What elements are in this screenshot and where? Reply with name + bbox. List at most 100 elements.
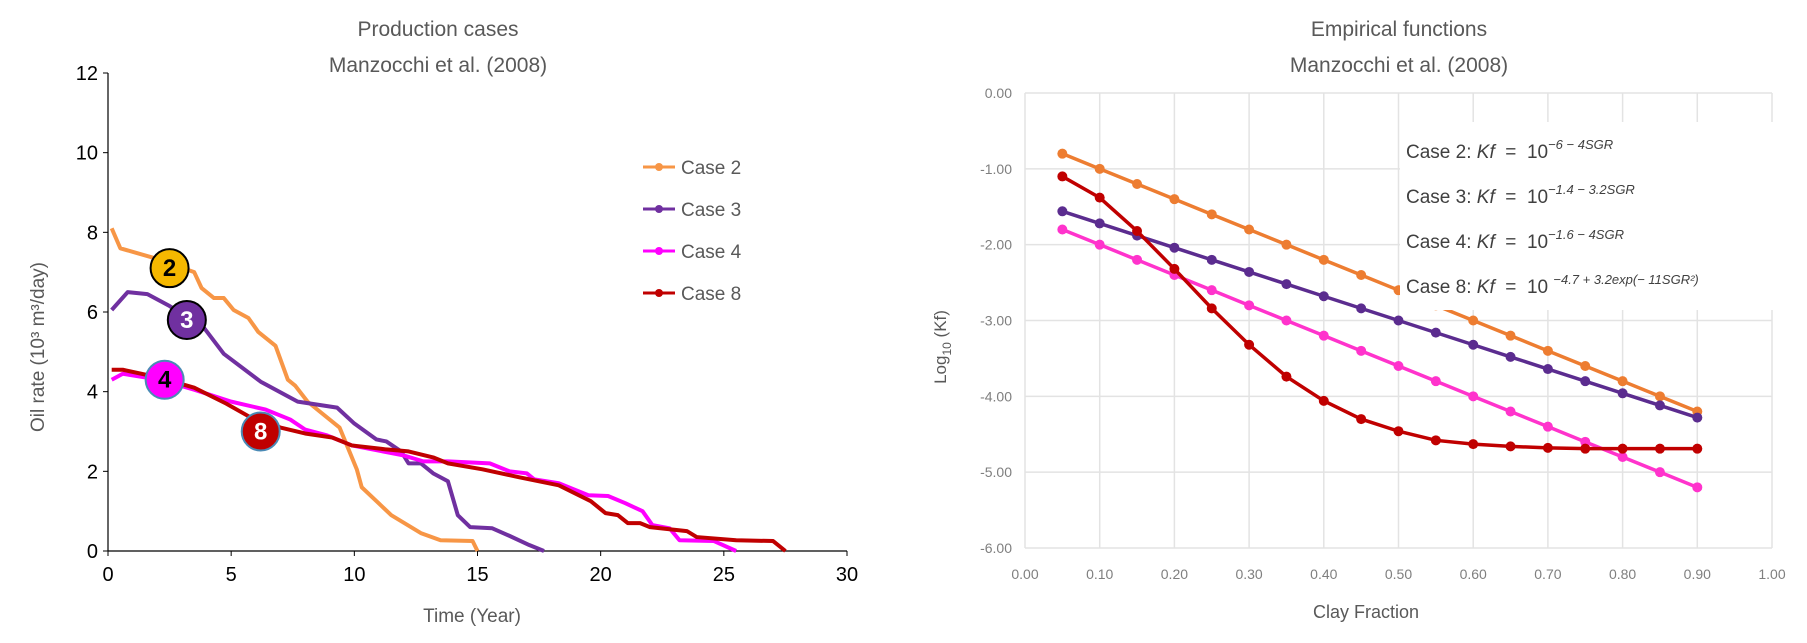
- right-x-tick-label: 0.00: [1011, 566, 1038, 582]
- right-y-axis-label-kf: (Kf): [931, 310, 950, 342]
- left-line-case-4: [110, 371, 737, 553]
- right-point-case-8: [1206, 303, 1217, 314]
- right-point-case-4: [1542, 421, 1553, 432]
- right-point-case-8: [1244, 339, 1255, 350]
- left-x-tick-label: 25: [713, 564, 735, 586]
- right-point-case-2: [1654, 391, 1665, 402]
- right-point-case-2: [1244, 224, 1255, 235]
- right-point-case-4: [1356, 345, 1367, 356]
- right-point-case-3: [1094, 218, 1105, 229]
- right-x-tick-label: 1.00: [1758, 566, 1785, 582]
- right-point-case-8: [1132, 226, 1143, 237]
- right-point-case-8: [1430, 435, 1441, 446]
- legend-label-case-8: Case 8: [681, 284, 741, 305]
- right-point-case-3: [1468, 339, 1479, 350]
- right-chart-title: Empirical functions: [1311, 18, 1487, 41]
- left-line-case-8: [111, 367, 787, 553]
- right-x-tick-label: 0.40: [1310, 566, 1337, 582]
- right-point-case-8: [1356, 414, 1367, 425]
- legend-label-case-2: Case 2: [681, 158, 741, 179]
- right-point-case-2: [1057, 148, 1068, 159]
- right-point-case-2: [1281, 239, 1292, 250]
- right-point-case-4: [1132, 254, 1143, 265]
- right-x-tick-label: 0.30: [1235, 566, 1262, 582]
- right-point-case-4: [1206, 285, 1217, 296]
- right-point-case-8: [1169, 263, 1180, 274]
- right-x-tick-label: 0.80: [1609, 566, 1636, 582]
- legend-label-case-3: Case 3: [681, 200, 741, 221]
- right-point-case-8: [1617, 443, 1628, 454]
- case-badge-label-case-3: 3: [180, 307, 193, 334]
- right-x-tick-label: 0.70: [1534, 566, 1561, 582]
- right-x-axis-label: Clay Fraction: [1313, 602, 1419, 622]
- right-point-case-3: [1318, 291, 1329, 302]
- right-point-case-4: [1430, 376, 1441, 387]
- right-point-case-4: [1244, 300, 1255, 311]
- right-point-case-8: [1654, 443, 1665, 454]
- right-line-case-3: [1061, 209, 1698, 420]
- right-point-case-2: [1318, 254, 1329, 265]
- right-point-case-4: [1617, 452, 1628, 462]
- right-point-case-3: [1356, 303, 1367, 314]
- right-point-case-8: [1318, 395, 1329, 406]
- left-y-tick-label: 2: [87, 461, 98, 483]
- right-point-case-2: [1356, 270, 1367, 280]
- formula-box: Case 2: Kf = 10−6 − 4SGR Case 3: Kf = 10…: [1400, 122, 1782, 310]
- legend-marker-case-2: [655, 163, 663, 171]
- right-point-case-4: [1281, 315, 1292, 326]
- formula-case-8: Case 8: Kf = 10 −4.7 + 3.2exp(− 11SGR²): [1406, 272, 1699, 298]
- right-y-tick-label: -3.00: [980, 313, 1012, 329]
- right-point-case-4: [1393, 361, 1404, 371]
- right-point-case-3: [1206, 254, 1217, 265]
- right-point-case-3: [1617, 388, 1628, 399]
- right-point-case-4: [1468, 391, 1479, 402]
- right-point-case-2: [1206, 209, 1217, 220]
- left-y-tick-label: 4: [87, 382, 98, 404]
- right-point-case-3: [1580, 376, 1591, 387]
- left-y-tick-label: 8: [87, 222, 98, 244]
- right-point-case-3: [1244, 266, 1255, 277]
- right-x-tick-label: 0.10: [1086, 566, 1113, 582]
- left-x-tick-label: 20: [590, 564, 612, 586]
- right-y-tick-label: -5.00: [980, 464, 1012, 480]
- right-point-case-2: [1132, 179, 1143, 189]
- right-point-case-8: [1692, 443, 1703, 454]
- left-y-tick-label: 6: [87, 302, 98, 324]
- right-point-case-3: [1057, 206, 1068, 217]
- right-line-case-8: [1061, 174, 1698, 451]
- legend-marker-case-4: [655, 247, 663, 255]
- right-line-case-4: [1061, 227, 1698, 489]
- left-chart-subtitle: Manzocchi et al. (2008): [329, 54, 547, 77]
- right-point-case-4: [1654, 467, 1665, 478]
- right-line-case-2: [1061, 152, 1698, 414]
- right-point-case-2: [1169, 194, 1180, 205]
- right-x-tick-label: 0.60: [1460, 566, 1487, 582]
- right-point-case-3: [1281, 279, 1292, 290]
- right-point-case-2: [1094, 163, 1105, 174]
- right-y-axis-label-log: Log: [931, 356, 950, 384]
- left-x-tick-label: 0: [102, 564, 113, 586]
- right-point-case-2: [1542, 345, 1553, 356]
- right-y-tick-label: -4.00: [980, 388, 1012, 404]
- right-y-axis-label: Log10 (Kf): [931, 310, 954, 384]
- right-point-case-3: [1692, 412, 1703, 423]
- right-point-case-8: [1393, 426, 1404, 437]
- formula-case-3: Case 3: Kf = 10−1.4 − 3.2SGR: [1406, 182, 1635, 208]
- right-point-case-8: [1542, 442, 1553, 453]
- right-point-case-8: [1580, 443, 1591, 454]
- case-badge-label-case-4: 4: [158, 367, 172, 394]
- right-y-tick-label: -1.00: [980, 161, 1012, 177]
- right-point-case-3: [1169, 242, 1180, 253]
- left-x-tick-label: 30: [836, 564, 858, 586]
- right-point-case-3: [1393, 315, 1404, 326]
- formula-case-2: Case 2: Kf = 10−6 − 4SGR: [1406, 137, 1614, 163]
- right-y-tick-label: -2.00: [980, 237, 1012, 253]
- left-chart-title: Production cases: [357, 18, 518, 41]
- left-x-tick-label: 10: [343, 564, 365, 586]
- left-y-tick-label: 0: [87, 541, 98, 563]
- formula-case-4: Case 4: Kf = 10−1.6 − 4SGR: [1406, 227, 1624, 253]
- right-chart-subtitle: Manzocchi et al. (2008): [1290, 54, 1508, 77]
- right-point-case-2: [1580, 361, 1591, 371]
- right-x-tick-label: 0.90: [1684, 566, 1711, 582]
